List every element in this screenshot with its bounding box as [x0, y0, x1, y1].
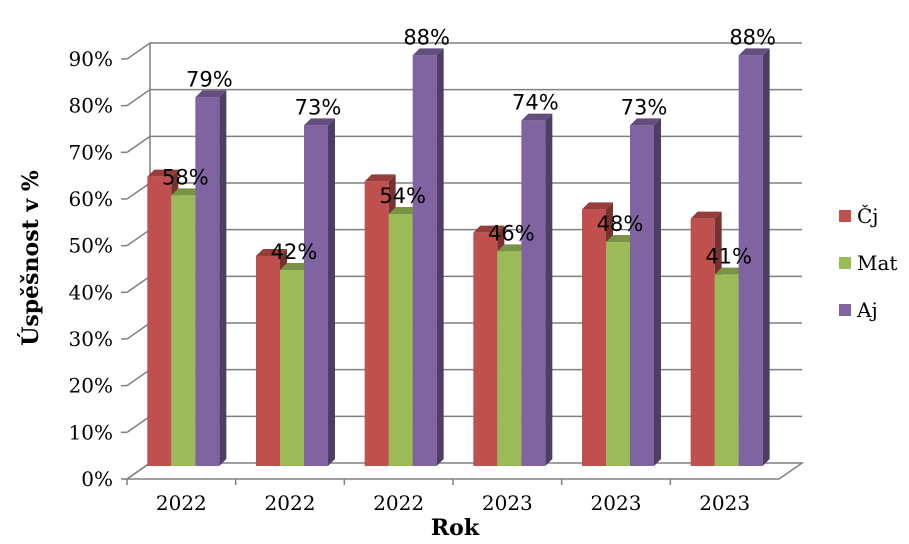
x-tick-label: 2023: [591, 491, 642, 515]
x-tick-label: 2022: [373, 491, 424, 515]
bar-aj-4: [630, 118, 661, 466]
data-labels: 58% 79% 42% 73% 54% 88% 46% 74% 48% 73% 41% 88%: [162, 25, 776, 268]
data-label: 58%: [162, 165, 209, 189]
gridline: [126, 182, 802, 200]
gridline: [126, 42, 802, 60]
legend-swatch-čj: [839, 210, 851, 222]
bar-side: [219, 90, 227, 466]
bar-side: [545, 113, 553, 467]
y-tick-label: 0%: [81, 467, 113, 491]
bar-top: [582, 202, 613, 210]
bar-front: [582, 209, 606, 467]
y-tick-label: 70%: [69, 140, 113, 164]
bar-front: [147, 176, 172, 466]
bar-front: [280, 270, 304, 466]
legend-swatch-aj: [839, 304, 851, 316]
side-wall: [126, 43, 151, 480]
x-axis-title: Rok: [431, 515, 480, 541]
bar-top: [388, 207, 420, 214]
bar-front: [473, 232, 498, 466]
legend: Čj Mat Aj: [839, 203, 897, 322]
bar-top: [738, 48, 770, 56]
bar-front: [171, 195, 196, 467]
bar-front: [412, 55, 437, 466]
x-tick-label: 2022: [156, 491, 207, 515]
x-tick-label: 2023: [482, 491, 533, 515]
x-tick-label: 2022: [265, 491, 316, 515]
data-label: 88%: [729, 25, 776, 49]
bar-side: [328, 118, 335, 466]
bar-front: [738, 55, 763, 466]
y-tick-label: 30%: [69, 327, 113, 351]
data-label: 73%: [621, 95, 668, 119]
bar-top: [412, 48, 444, 56]
bar-top: [280, 263, 311, 270]
bar-front: [388, 214, 413, 466]
bars: [147, 48, 770, 467]
gridline: [126, 88, 802, 107]
y-tick-label: 90%: [69, 47, 113, 71]
bar-aj-3: [521, 113, 553, 467]
bar-front: [606, 242, 630, 466]
y-tick-label: 80%: [69, 94, 113, 118]
y-tick-label: 20%: [69, 374, 113, 398]
bar-front: [497, 251, 522, 466]
legend-swatch-mat: [839, 257, 851, 269]
data-label: 73%: [295, 95, 342, 119]
bar-top: [606, 235, 637, 242]
bar-front: [364, 181, 389, 467]
bar-aj-1: [304, 118, 335, 466]
data-label: 88%: [403, 25, 450, 49]
y-tick-label: 10%: [69, 420, 113, 444]
bar-top: [497, 244, 529, 252]
bar-top: [364, 174, 396, 182]
bar-side: [654, 118, 661, 466]
bar-front: [304, 125, 328, 466]
bar-side: [762, 48, 770, 466]
bar-front: [256, 256, 280, 466]
bar-top: [630, 118, 661, 126]
bar-top: [304, 118, 335, 126]
data-label: 74%: [512, 91, 559, 115]
data-label: 54%: [379, 184, 426, 208]
bar-aj-2: [412, 48, 444, 466]
legend-label-mat: Mat: [857, 251, 897, 275]
bar-front: [690, 218, 715, 466]
bar-top: [714, 267, 746, 275]
data-label: 46%: [488, 221, 535, 245]
bar-front: [630, 125, 654, 466]
y-tick-label: 50%: [69, 234, 113, 258]
bar-aj-5: [738, 48, 770, 466]
bar-front: [521, 120, 546, 467]
y-axis-ticks: 0% 10% 20% 30% 40% 50% 60% 70% 80% 90%: [69, 47, 127, 491]
bar-top: [256, 249, 287, 256]
bar-top: [473, 225, 505, 233]
bar-side: [436, 48, 444, 466]
bar-top: [195, 90, 227, 98]
data-label: 42%: [271, 240, 318, 264]
x-tick-label: 2023: [699, 491, 750, 515]
gridline: [126, 135, 802, 153]
bar-mat-1: [280, 263, 311, 466]
y-axis-title: Úspěšnost v %: [17, 170, 44, 346]
data-label: 41%: [705, 245, 752, 269]
x-axis-ticks: 2022 2022 2022 2023 2023 2023: [126, 479, 750, 515]
legend-label-aj: Aj: [856, 298, 878, 322]
bar-top: [521, 113, 553, 121]
y-tick-label: 40%: [69, 280, 113, 304]
legend-label-čj: Čj: [857, 203, 879, 228]
bar-aj-0: [195, 90, 227, 466]
y-tick-label: 60%: [69, 187, 113, 211]
data-label: 79%: [186, 67, 233, 91]
bar-top: [147, 169, 179, 177]
bar-top: [690, 211, 722, 219]
bar-front: [714, 274, 739, 466]
bar-front: [195, 97, 220, 466]
data-label: 48%: [597, 212, 644, 236]
bar-top: [171, 188, 203, 196]
